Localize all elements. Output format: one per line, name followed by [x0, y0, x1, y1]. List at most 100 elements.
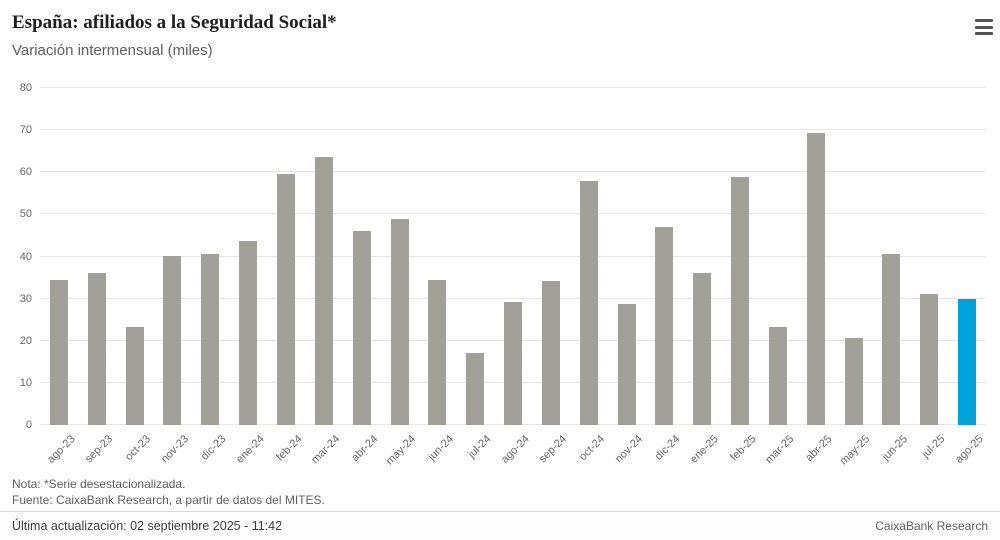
bars-container: ago-23 sep-23 oct-23 nov-23 dic-23 ene-24 feb-…	[40, 88, 986, 467]
bar-column: ago-25	[948, 88, 986, 466]
y-axis-label: 0	[25, 419, 32, 431]
bar-column: sep-23	[78, 88, 116, 465]
x-axis-label: jul-25	[920, 433, 948, 461]
bar[interactable]	[163, 255, 182, 425]
chart-source: Fuente: CaixaBank Research, a partir de …	[12, 492, 325, 507]
y-axis-label: 20	[19, 334, 32, 347]
bar-column: oct-24	[570, 88, 608, 463]
x-axis-label: may-24	[383, 433, 419, 468]
bar-column: feb-25	[721, 88, 759, 464]
hamburger-bar	[975, 19, 993, 22]
bar[interactable]	[617, 304, 636, 425]
bar-column: ago-24	[494, 88, 532, 466]
bar[interactable]	[201, 253, 220, 425]
bar-column: nov-24	[608, 88, 646, 465]
bar[interactable]	[882, 254, 901, 425]
x-axis-label: ago-25	[952, 433, 986, 466]
bar[interactable]	[466, 352, 485, 425]
chart-subtitle: Variación intermensual (miles)	[12, 42, 213, 59]
x-axis-label: mar-25	[763, 433, 797, 467]
x-axis-label: nov-24	[612, 433, 646, 466]
x-axis-label: ene-24	[233, 433, 267, 466]
bar-column: ene-25	[683, 88, 721, 466]
bar-column: mar-25	[759, 88, 797, 466]
bar-column: mar-24	[305, 88, 343, 466]
bar-column: ago-23	[40, 88, 78, 466]
x-axis-label: nov-23	[158, 433, 191, 466]
x-axis-label: may-25	[837, 433, 873, 468]
x-axis-label: feb-24	[273, 433, 305, 464]
brand-label: CaixaBank Research	[875, 519, 988, 533]
y-axis-label: 10	[19, 376, 32, 389]
x-axis-label: jun-25	[879, 433, 910, 464]
bar-column: jul-25	[910, 88, 948, 461]
bar-column: feb-24	[267, 88, 305, 464]
bar[interactable]	[806, 133, 825, 425]
hamburger-bar	[975, 32, 993, 35]
x-axis-label: sep-23	[82, 433, 116, 466]
chart-note: Nota: *Serie desestacionalizada.	[12, 477, 186, 491]
bar[interactable]	[125, 327, 144, 425]
bar[interactable]	[655, 227, 674, 425]
bar-column: may-25	[835, 88, 873, 467]
chart-header: España: afiliados a la Seguridad Social*…	[12, 12, 988, 59]
y-axis-label: 30	[19, 292, 32, 305]
x-axis-label: sep-24	[537, 433, 570, 466]
bar[interactable]	[49, 279, 68, 425]
bar[interactable]	[314, 157, 333, 425]
x-axis-label: jun-24	[425, 433, 456, 464]
x-axis-label: abr-25	[803, 433, 835, 464]
x-axis-label: oct-24	[577, 433, 608, 464]
last-updated: Última actualización: 02 septiembre 2025…	[12, 519, 283, 533]
bar[interactable]	[504, 301, 523, 425]
y-axis-label: 40	[19, 250, 32, 263]
bar[interactable]	[920, 293, 939, 425]
gridline	[40, 213, 986, 215]
plot-area: 0 10 20 30 40 50 60 70 80 ago-23 sep-23 oct-23 nov-2…	[20, 82, 986, 467]
bar[interactable]	[390, 218, 409, 425]
bar[interactable]	[579, 180, 598, 425]
x-axis-label: ago-24	[498, 433, 532, 466]
bar-chart: 0 10 20 30 40 50 60 70 80 ago-23 sep-23 oct-23 nov-2…	[0, 80, 1000, 472]
bar-column: nov-23	[154, 88, 192, 465]
bar[interactable]	[87, 273, 106, 425]
bar[interactable]	[352, 230, 371, 425]
bar-column: abr-25	[797, 88, 835, 464]
x-axis-label: feb-25	[728, 433, 759, 464]
bar[interactable]	[731, 176, 750, 425]
bar-column: ene-24	[229, 88, 267, 466]
gridline	[40, 171, 986, 173]
gridline	[40, 255, 986, 257]
bar[interactable]	[844, 337, 863, 425]
bar-column: sep-24	[532, 88, 570, 465]
bar[interactable]	[541, 281, 560, 425]
bar-column: oct-23	[116, 88, 154, 463]
x-axis-label: abr-24	[349, 433, 381, 464]
gridline	[40, 87, 986, 88]
page-title: España: afiliados a la Seguridad Social*	[12, 12, 337, 33]
x-axis-label: jul-24	[466, 433, 494, 461]
y-axis-label: 70	[19, 124, 32, 137]
gridline	[40, 129, 986, 131]
y-axis-label: 80	[19, 82, 32, 94]
bar-column: dic-23	[191, 88, 229, 463]
x-axis-label: dic-24	[653, 433, 683, 463]
hamburger-menu-icon[interactable]	[972, 17, 996, 37]
bar[interactable]	[239, 240, 258, 425]
bar-column: jul-24	[456, 88, 494, 461]
bottom-bar: Última actualización: 02 septiembre 2025…	[0, 511, 1000, 540]
x-axis-label: oct-23	[122, 433, 154, 464]
bar[interactable]	[958, 299, 977, 425]
hamburger-bar	[975, 25, 993, 29]
bar-column: dic-24	[646, 88, 684, 463]
bar-column: jun-25	[873, 88, 911, 463]
bar[interactable]	[768, 327, 787, 425]
bar[interactable]	[693, 273, 712, 425]
bar-column: abr-24	[343, 88, 381, 464]
bar[interactable]	[428, 280, 447, 425]
x-axis-label: mar-24	[309, 433, 343, 467]
bar[interactable]	[276, 173, 295, 425]
chart-notes: Nota: *Serie desestacionalizada. Fuente:…	[12, 477, 325, 508]
x-axis-label: ago-23	[44, 433, 78, 466]
